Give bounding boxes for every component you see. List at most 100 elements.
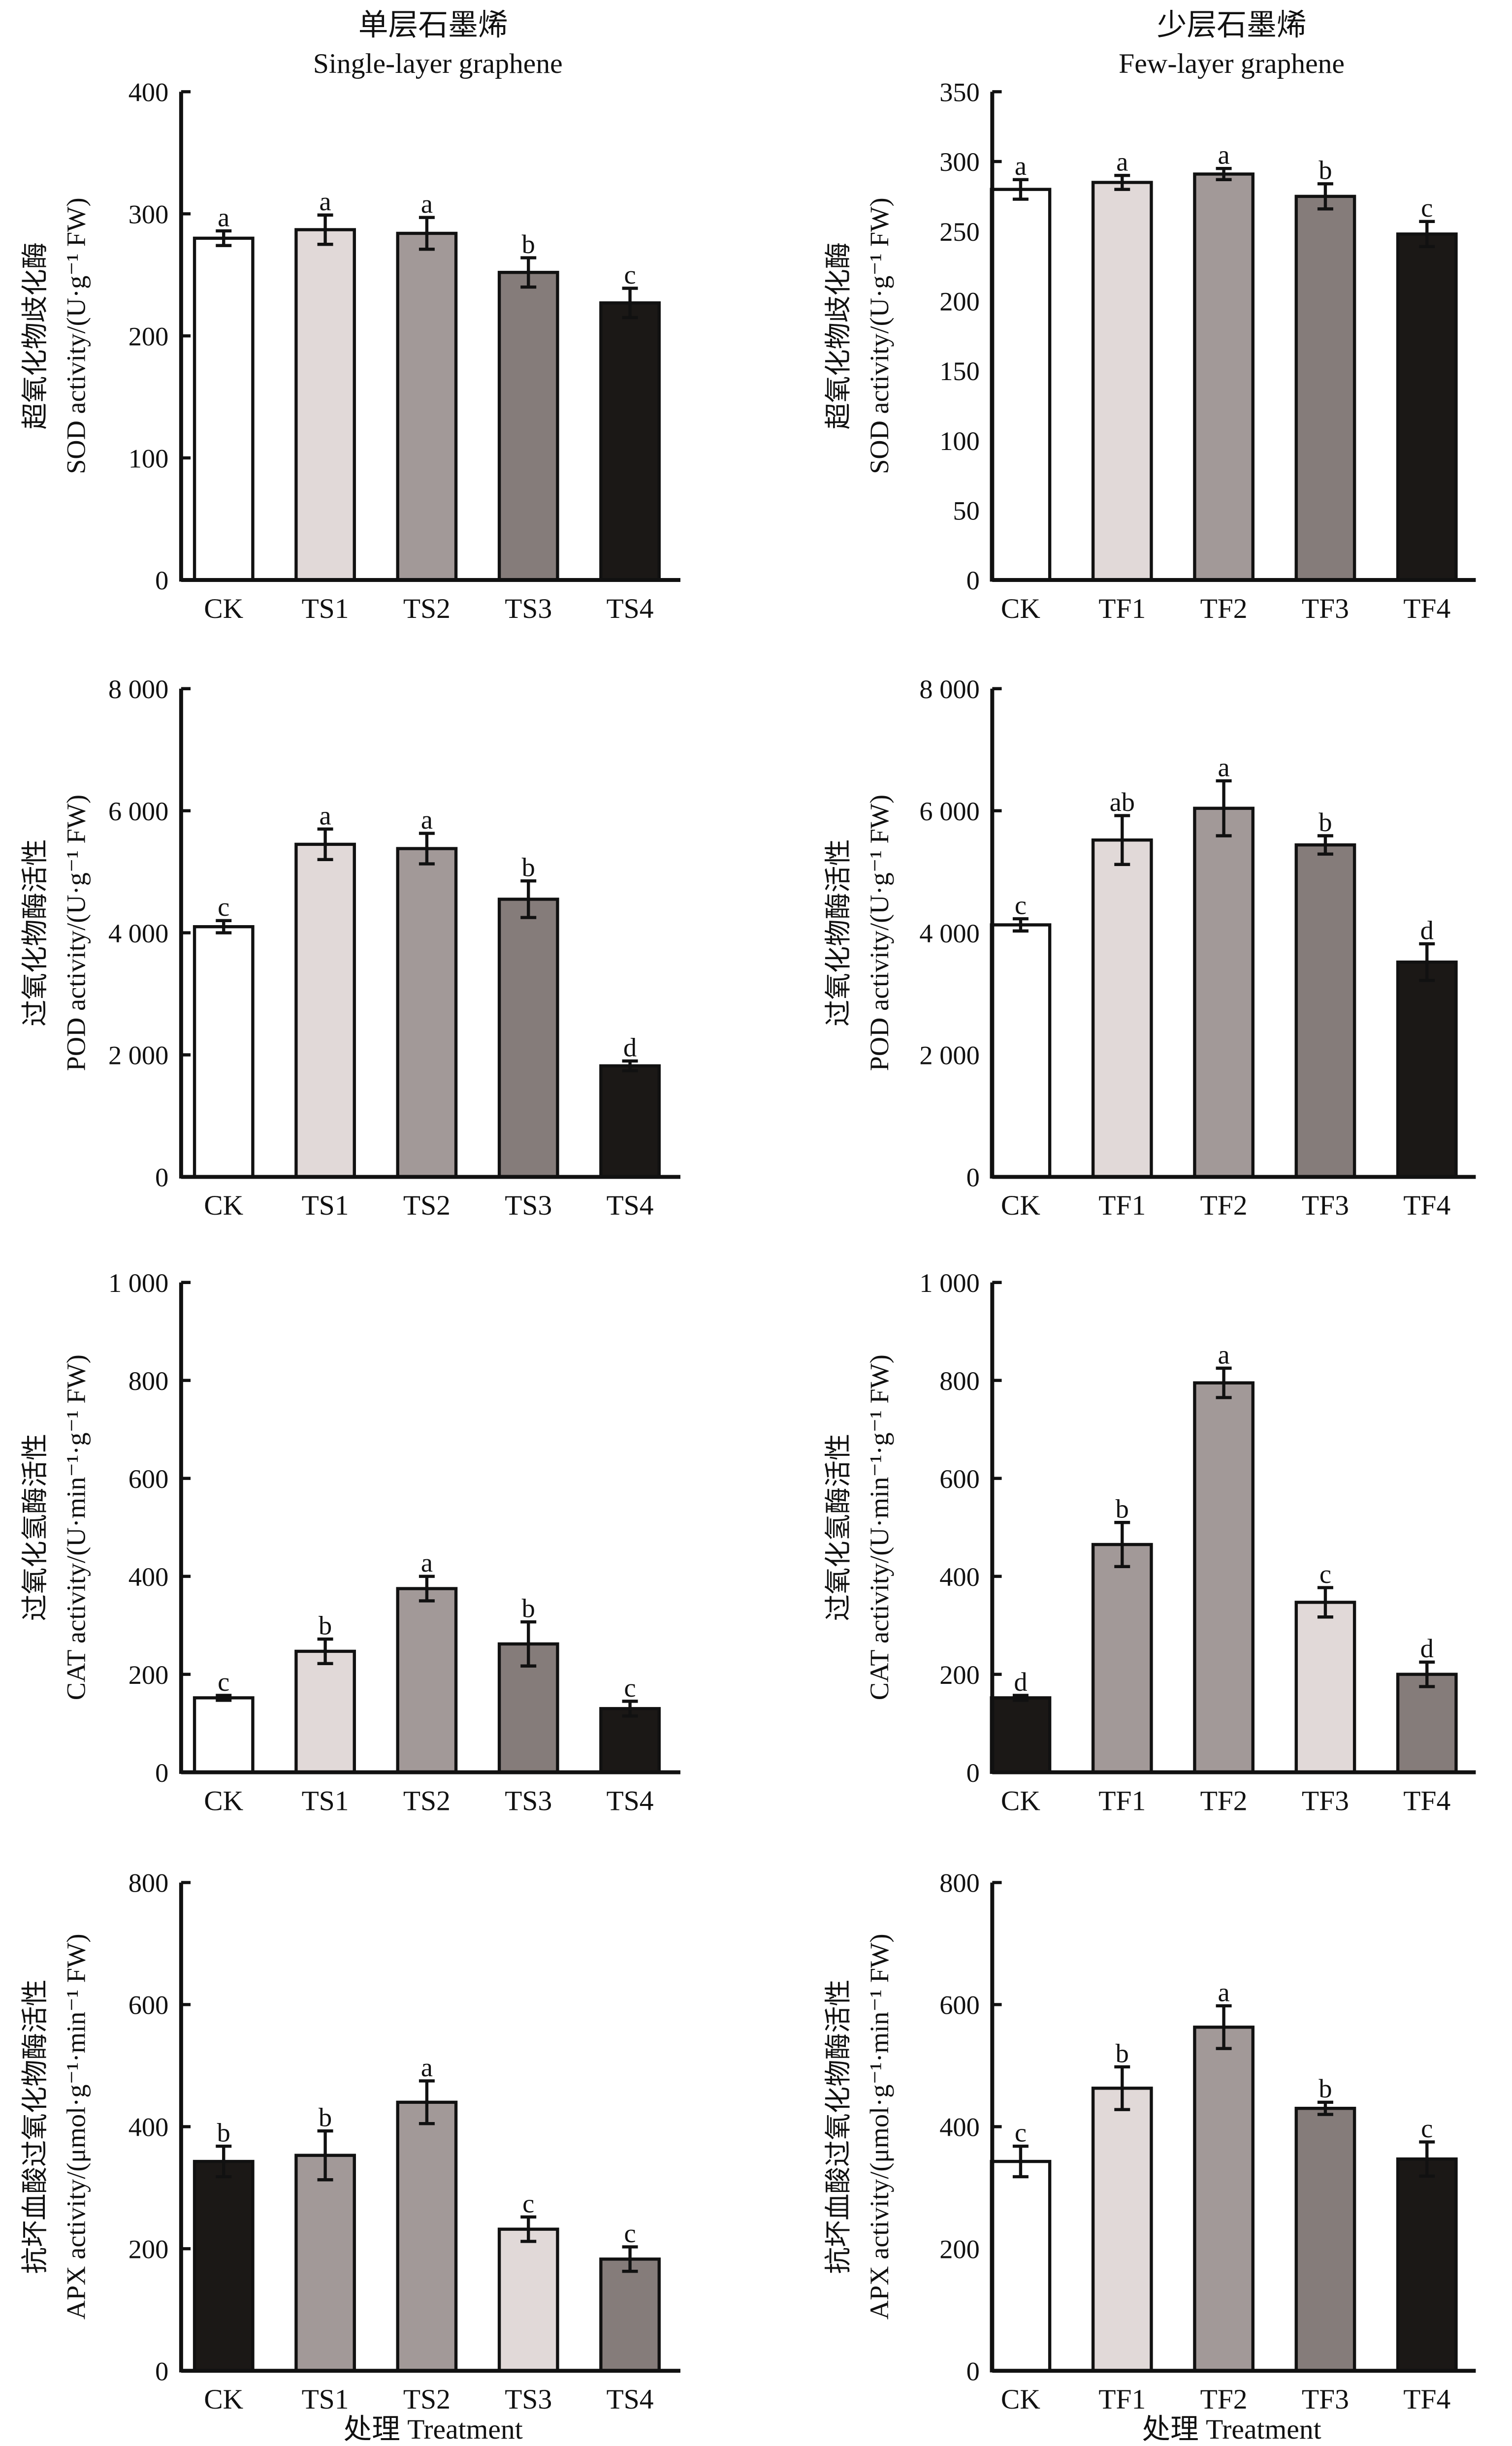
bar-ts4 (599, 1064, 661, 1179)
x-tick-label: TF4 (1403, 593, 1450, 624)
bar-tf3 (1294, 1601, 1356, 1774)
bar-ts3 (497, 2227, 559, 2373)
y-axis-label: POD activity/(U·g⁻¹ FW) (62, 795, 91, 1071)
y-tick-label: 0 (966, 566, 980, 595)
y-tick-label: 50 (953, 496, 979, 526)
chart-panel-sod-few: 超氧化物歧化酶 SOD activity/(U·g⁻¹ FW) 0 50 100 150 2… (824, 78, 1476, 624)
x-tick-label: CK (1001, 2384, 1040, 2415)
x-tick-label: TF3 (1302, 2384, 1349, 2415)
x-tick-label: TS1 (302, 2384, 349, 2415)
bar-tf1 (1091, 181, 1153, 582)
x-tick-label: TF2 (1200, 2384, 1248, 2415)
error-bar (418, 2079, 435, 2125)
y-tick-label: 200 (129, 1660, 169, 1690)
significance-letter: a (1015, 151, 1027, 181)
significance-letter: b (522, 1594, 535, 1623)
error-bar (1216, 2004, 1232, 2050)
error-bar (520, 2215, 537, 2243)
y-tick-label: 250 (939, 217, 980, 247)
x-tick-label: TS3 (505, 1785, 552, 1816)
x-tick-label: TS2 (403, 2384, 450, 2415)
y-axis-label-cn: 过氧化物酶活性 (21, 839, 50, 1027)
y-axis-label: POD activity/(U·g⁻¹ FW) (865, 795, 894, 1071)
bar-tf2 (1193, 1381, 1255, 1774)
y-tick-label: 200 (129, 2235, 169, 2264)
y-tick-label: 2 000 (919, 1041, 979, 1070)
error-bar (418, 832, 435, 866)
y-axis-label-cn: 超氧化物歧化酶 (824, 242, 853, 430)
significance-letter: a (1218, 1977, 1230, 2007)
significance-letter: b (1319, 807, 1332, 837)
y-tick-label: 800 (129, 1366, 169, 1396)
y-axis-label: CAT activity/(U·min⁻¹·g⁻¹ FW) (62, 1354, 91, 1700)
error-bar (1114, 814, 1130, 866)
bar-ts1 (294, 1649, 356, 1774)
bar-ts2 (396, 1587, 458, 1774)
significance-letter: b (1116, 2038, 1129, 2068)
significance-letter: c (218, 892, 229, 922)
bar-ts1 (294, 842, 356, 1179)
error-bar (1012, 178, 1029, 201)
error-bar (317, 2129, 333, 2182)
x-tick-label: TS3 (505, 2384, 552, 2415)
significance-letter: c (1015, 890, 1027, 920)
x-tick-label: TF2 (1200, 593, 1248, 624)
bar-tf3 (1294, 843, 1356, 1179)
error-bar (1216, 779, 1232, 837)
error-bar (520, 256, 537, 289)
y-tick-label: 600 (939, 1464, 980, 1494)
significance-letter: b (1116, 1494, 1129, 1524)
significance-letter: a (320, 187, 331, 216)
bar-tf3 (1294, 2107, 1356, 2373)
significance-letter: c (218, 1667, 229, 1697)
x-tick-label: TS2 (403, 1190, 450, 1221)
x-axis-label-left: 处理 Treatment (344, 2414, 523, 2445)
y-axis-label: SOD activity/(U·g⁻¹ FW) (62, 197, 91, 474)
error-bar (216, 1694, 232, 1702)
x-tick-label: TS4 (607, 1190, 654, 1221)
y-tick-label: 8 000 (919, 675, 979, 704)
x-tick-label: TS4 (607, 1785, 654, 1816)
significance-letter: a (320, 801, 331, 830)
significance-letter: a (421, 2053, 433, 2082)
x-tick-label: CK (204, 2384, 243, 2415)
bar-tf1 (1091, 1543, 1153, 1774)
chart-panel-pod-few: 过氧化物酶活性 POD activity/(U·g⁻¹ FW) 0 2 000 4 00… (824, 675, 1476, 1221)
y-tick-label: 6 000 (108, 797, 168, 826)
significance-letter: b (217, 2118, 230, 2147)
column-title-cn-right: 少层石墨烯 (1157, 9, 1307, 42)
y-tick-label: 1 000 (108, 1268, 168, 1298)
y-tick-label: 4 000 (919, 919, 979, 948)
significance-letter: b (1319, 2074, 1332, 2103)
error-bar (622, 1059, 638, 1072)
x-tick-label: TF2 (1200, 1785, 1248, 1816)
column-title-cn-left: 单层石墨烯 (358, 9, 508, 42)
bar-ck (990, 1696, 1052, 1774)
error-bar (1012, 1694, 1029, 1702)
x-tick-label: TF1 (1098, 1785, 1146, 1816)
y-tick-label: 0 (155, 2356, 168, 2386)
error-bar (1419, 1660, 1435, 1688)
y-tick-label: 400 (129, 78, 169, 107)
x-tick-label: CK (204, 1190, 243, 1221)
bar-tf1 (1091, 2087, 1153, 2373)
y-tick-label: 350 (939, 78, 980, 107)
error-bar (520, 879, 537, 919)
bar-ts2 (396, 231, 458, 582)
error-bar (1114, 174, 1130, 191)
chart-panel-cat-few: 过氧化氢酶活性 CAT activity/(U·min⁻¹·g⁻¹ FW) 0 200… (824, 1268, 1476, 1816)
significance-letter: c (1015, 2118, 1027, 2147)
error-bar (317, 213, 333, 246)
error-bar (418, 1575, 435, 1603)
x-tick-label: TS2 (403, 1785, 450, 1816)
y-tick-label: 300 (129, 199, 169, 229)
y-tick-label: 1 000 (919, 1268, 979, 1298)
x-tick-label: CK (204, 593, 243, 624)
significance-letter: d (1420, 1634, 1434, 1663)
x-axis-label-right: 处理 Treatment (1142, 2414, 1321, 2445)
y-tick-label: 100 (129, 444, 169, 473)
x-tick-label: CK (1001, 593, 1040, 624)
y-axis-label: SOD activity/(U·g⁻¹ FW) (865, 197, 894, 474)
error-bar (1317, 1586, 1333, 1619)
error-bar (1317, 834, 1333, 856)
